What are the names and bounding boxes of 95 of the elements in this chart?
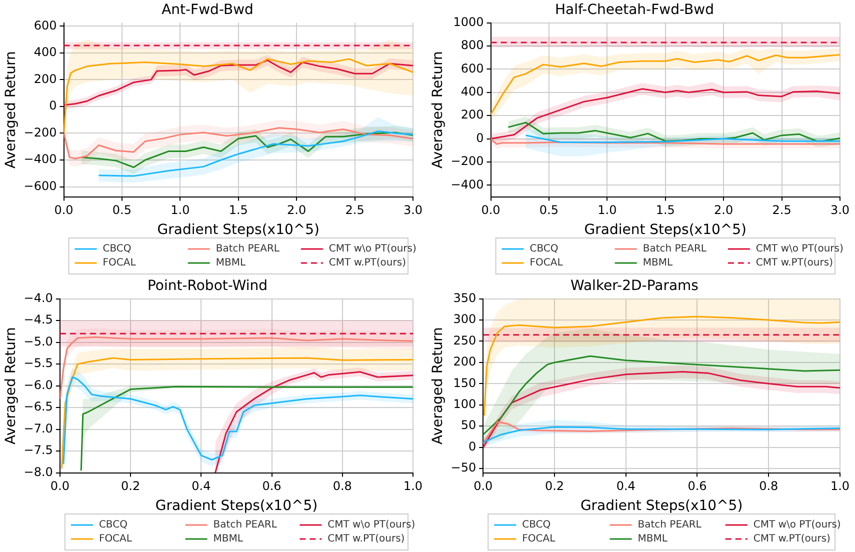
x-tick-label: 0.6 (262, 479, 282, 494)
y-tick-label: 200 (453, 354, 476, 369)
y-tick-label: −400 (24, 152, 57, 166)
x-tick-label: 1.5 (656, 203, 675, 218)
y-tick-label: 150 (453, 376, 476, 390)
legend-label: CBCQ (530, 244, 558, 255)
y-tick-label: 350 (453, 290, 476, 305)
x-tick-label: 0.4 (192, 479, 211, 494)
y-axis-title: Averaged Return (430, 327, 446, 444)
y-tick-label: 600 (460, 61, 484, 76)
x-tick-label: 1.0 (403, 479, 423, 494)
x-tick-label: 0.5 (539, 203, 559, 218)
x-axis-title: Gradient Steps(x10^5) (155, 498, 318, 514)
y-tick-label: −5.5 (24, 356, 53, 370)
y-tick-label: 100 (453, 397, 476, 412)
legend-label: FOCAL (530, 258, 564, 269)
y-tick-label: −7.5 (24, 443, 53, 458)
y-tick-label: −200 (24, 125, 57, 140)
y-tick-label: −400 (450, 177, 484, 192)
y-axis-title: Averaged Return (3, 51, 20, 168)
y-tick-label: −4.0 (24, 290, 53, 305)
chart-title: Half-Cheetah-Fwd-Bwd (555, 2, 714, 18)
legend-label: FOCAL (98, 534, 132, 545)
y-tick-label: 200 (34, 72, 57, 86)
x-tick-label: 3.0 (830, 203, 850, 218)
chart-title: Walker-2D-Params (570, 278, 698, 294)
x-tick-label: 3.0 (403, 203, 423, 218)
chart-title: Ant-Fwd-Bwd (162, 2, 254, 18)
legend-label: Batch PEARL (642, 244, 707, 255)
legend-label: Batch PEARL (638, 520, 702, 531)
legend-label: MBML (638, 534, 668, 545)
y-axis-title: Averaged Return (3, 327, 20, 444)
x-tick-label: 0.2 (121, 479, 140, 494)
legend-label: FOCAL (102, 258, 136, 269)
chart-title: Point-Robot-Wind (147, 278, 268, 294)
x-tick-label: 0.0 (54, 203, 74, 218)
y-tick-label: −5.0 (24, 334, 53, 348)
x-tick-label: 0.6 (688, 479, 707, 494)
legend-label: CMT w.PT(ours) (753, 534, 831, 545)
y-tick-label: −600 (24, 178, 57, 193)
legend-label: Batch PEARL (213, 520, 278, 531)
legend-label: CMT w\o PT(ours) (328, 520, 416, 531)
y-tick-label: −200 (450, 154, 484, 168)
x-axis-title: Gradient Steps(x10^5) (584, 222, 746, 238)
legend-label: CMT w\o PT(ours) (753, 520, 841, 531)
x-tick-label: 0.0 (50, 479, 70, 494)
x-tick-label: 1.0 (598, 203, 617, 218)
y-tick-label: −6.5 (24, 400, 53, 414)
legend-label: CBCQ (102, 244, 132, 255)
x-tick-label: 0.2 (544, 479, 564, 494)
y-tick-label: −6.0 (24, 378, 53, 392)
y-tick-label: 1000 (453, 14, 484, 29)
legend-label: Batch PEARL (216, 244, 280, 255)
y-tick-label: 0 (49, 98, 57, 113)
x-tick-label: 2.5 (772, 203, 792, 218)
legend-label: MBML (216, 258, 246, 269)
x-tick-label: 2.0 (287, 203, 306, 218)
x-tick-label: 1.0 (170, 203, 190, 218)
y-tick-label: 800 (460, 38, 484, 52)
x-tick-label: 1.5 (228, 203, 248, 218)
x-tick-label: 0.8 (332, 479, 352, 494)
legend-label: CMT w\o PT(ours) (328, 244, 416, 255)
y-tick-label: −4.5 (24, 312, 53, 327)
y-tick-label: −7.0 (24, 421, 53, 436)
y-tick-label: 0 (468, 439, 476, 454)
x-tick-label: 1.0 (830, 479, 850, 494)
legend-label: MBML (213, 534, 244, 545)
x-axis-title: Gradient Steps(x10^5) (157, 222, 320, 238)
y-tick-label: 50 (460, 418, 476, 432)
x-tick-label: 2.5 (345, 203, 364, 218)
x-tick-label: 0.0 (481, 203, 500, 218)
x-tick-label: 0.0 (474, 479, 493, 494)
legend-label: CMT w.PT(ours) (328, 258, 406, 269)
legend-label: FOCAL (522, 534, 556, 545)
legend-label: CMT w.PT(ours) (328, 534, 405, 545)
y-tick-label: 300 (453, 312, 476, 326)
y-tick-label: 200 (460, 108, 484, 122)
legend-label: CMT w\o PT(ours) (756, 244, 844, 255)
y-tick-label: −8.0 (24, 464, 53, 479)
x-tick-label: 0.5 (112, 203, 132, 218)
legend-label: CMT w.PT(ours) (756, 258, 834, 269)
y-tick-label: 0 (476, 130, 484, 145)
y-tick-label: 400 (34, 45, 57, 60)
x-axis-title: Gradient Steps(x10^5) (580, 498, 743, 514)
y-tick-label: 600 (34, 18, 57, 32)
y-tick-label: 400 (460, 84, 484, 99)
legend-label: CBCQ (98, 520, 128, 531)
x-tick-label: 2.0 (714, 203, 734, 218)
legend-label: MBML (642, 258, 673, 269)
legend-label: CBCQ (522, 520, 551, 531)
y-tick-label: −50 (450, 460, 476, 475)
x-tick-label: 0.4 (616, 479, 636, 494)
y-tick-label: 250 (453, 333, 476, 348)
y-axis-title: Averaged Return (430, 51, 446, 168)
x-tick-label: 0.8 (759, 479, 778, 494)
